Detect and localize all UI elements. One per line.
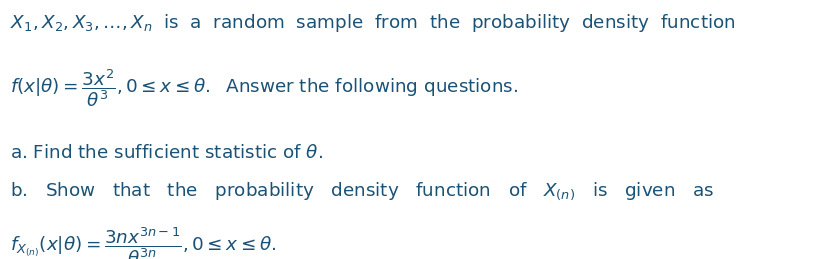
Text: b.   Show   that   the   probability   density   function   of   $X_{(n)}$   is : b. Show that the probability density fun… [10, 180, 714, 202]
Text: a. Find the sufficient statistic of $\theta$.: a. Find the sufficient statistic of $\th… [10, 144, 323, 162]
Text: $X_1, X_2, X_3, \ldots, X_n$  is  a  random  sample  from  the  probability  den: $X_1, X_2, X_3, \ldots, X_n$ is a random… [10, 12, 736, 34]
Text: $f(x|\theta) = \dfrac{3x^2}{\theta^3},0 \leq x \leq \theta.$  Answer the followi: $f(x|\theta) = \dfrac{3x^2}{\theta^3},0 … [10, 67, 518, 109]
Text: $f_{X_{(n)}}(x|\theta) = \dfrac{3nx^{3n-1}}{\theta^{3n}},0 \leq x \leq \theta.$: $f_{X_{(n)}}(x|\theta) = \dfrac{3nx^{3n-… [10, 225, 276, 259]
